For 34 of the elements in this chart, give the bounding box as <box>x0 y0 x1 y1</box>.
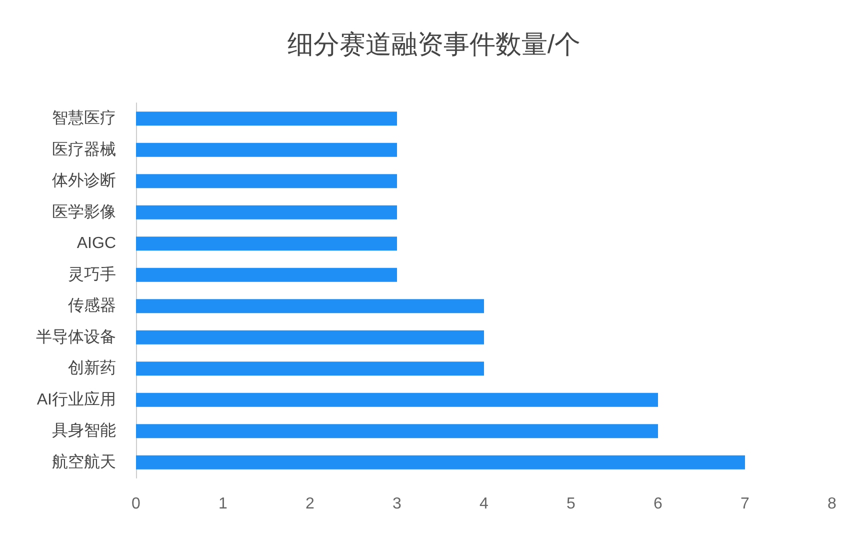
x-tick-label: 0 <box>132 496 141 512</box>
y-tick-label: 航空航天 <box>52 452 116 471</box>
bar <box>136 174 397 188</box>
y-tick-label: 传感器 <box>68 296 116 315</box>
y-tick-label: AI行业应用 <box>36 390 116 408</box>
bar <box>136 236 397 251</box>
bar <box>136 330 484 344</box>
bar <box>136 392 658 407</box>
chart-title: 细分赛道融资事件数量/个 <box>287 29 581 59</box>
y-tick-label: 医学影像 <box>52 202 116 221</box>
bar <box>136 299 484 314</box>
x-tick-label: 4 <box>480 496 489 512</box>
x-tick-label: 8 <box>828 496 837 512</box>
y-tick-label: 灵巧手 <box>68 265 116 284</box>
y-tick-label: 体外诊断 <box>52 172 116 190</box>
bar <box>136 455 745 470</box>
y-tick-label: 半导体设备 <box>36 328 116 346</box>
x-tick-label: 3 <box>392 496 402 512</box>
y-tick-label: AIGC <box>76 235 116 252</box>
bar <box>136 112 397 126</box>
x-tick-label: 5 <box>566 496 576 512</box>
y-tick-label: 医疗器械 <box>52 140 116 158</box>
y-tick-label: 创新药 <box>68 359 116 378</box>
x-tick-label: 6 <box>654 496 663 512</box>
bar <box>136 362 484 376</box>
bar <box>136 205 397 220</box>
x-tick-label: 2 <box>306 496 315 512</box>
bar <box>136 268 397 282</box>
x-tick-label: 7 <box>740 496 750 512</box>
bar <box>136 424 658 438</box>
y-tick-label: 智慧医疗 <box>52 109 116 128</box>
x-tick-label: 1 <box>218 496 228 512</box>
y-tick-label: 具身智能 <box>52 422 116 440</box>
bar <box>136 142 397 157</box>
